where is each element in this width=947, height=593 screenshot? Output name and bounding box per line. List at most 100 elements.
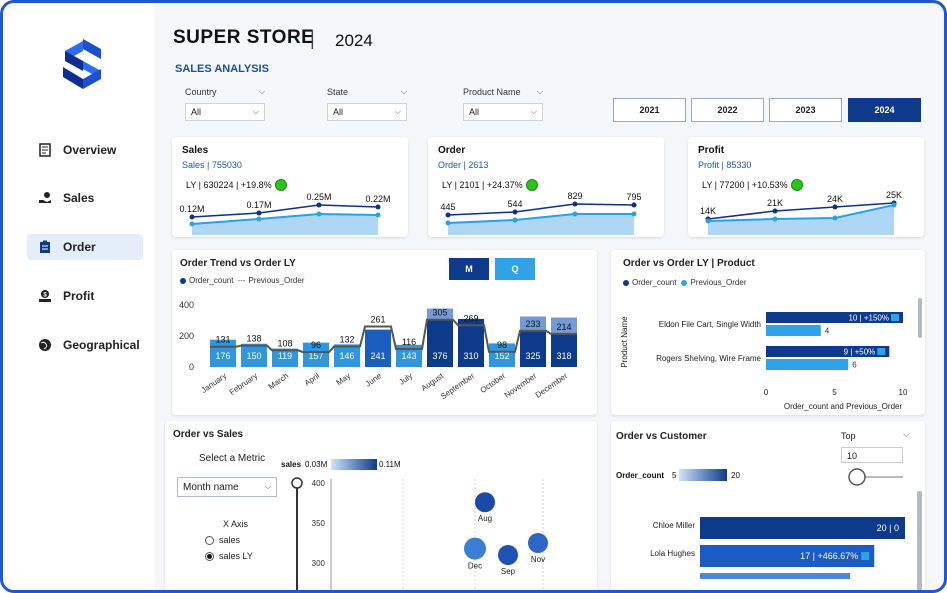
current-point xyxy=(772,208,778,214)
card-title: Order vs Order LY | Product xyxy=(623,258,755,269)
ly-point xyxy=(375,212,381,218)
sales-sparkline: 0.12M 0.17M 0.25M 0.22M xyxy=(179,192,391,235)
gradient-min-label: 0.03M xyxy=(305,460,328,469)
order-customer-card: Order vs Customer Top ⌵ 10 Order_count 5 2… xyxy=(611,421,925,590)
order-trend-chart: 0 200 400 176 131 January 150 138 February 119 108… xyxy=(179,300,577,401)
nav-label: Sales xyxy=(63,191,95,205)
ly-point xyxy=(256,216,262,222)
data-label: 14K xyxy=(700,206,716,216)
order-bar-highlight xyxy=(427,308,453,320)
gradient-title: sales xyxy=(281,460,302,469)
x-tick-label: January xyxy=(200,371,228,395)
previous-value-label: 261 xyxy=(370,315,385,325)
previous-value-label: 214 xyxy=(556,322,571,332)
chevron-down-icon[interactable]: ⌵ xyxy=(903,429,910,439)
chevron-down-icon: ⌵ xyxy=(394,107,401,116)
year-button-2021[interactable]: 2021 xyxy=(613,98,686,122)
ly-area xyxy=(708,205,894,235)
bar-value-label: 318 xyxy=(556,351,571,361)
bar-value-label: 241 xyxy=(370,351,385,361)
trend-up-icon xyxy=(877,348,886,355)
bar-value-label: 310 xyxy=(463,351,478,361)
category-label: Rogers Shelving, Wire Frame xyxy=(656,354,761,363)
category-label: Eldon File Cart, Single Width xyxy=(659,320,761,329)
customer-label: Chloe Miller xyxy=(653,521,696,530)
nav-profit[interactable]: $ Profit xyxy=(27,283,143,309)
s-logo-icon xyxy=(63,39,101,89)
x-tick-label: September xyxy=(439,371,476,401)
legend-swatch xyxy=(180,277,186,284)
y-tick-label: 400 xyxy=(179,300,194,310)
x-tick-label: December xyxy=(534,371,570,400)
year-button-2022[interactable]: 2022 xyxy=(691,98,764,122)
filter-value: All xyxy=(191,107,202,117)
current-point xyxy=(445,212,451,218)
ly-point xyxy=(891,202,897,208)
country-select[interactable]: All ⌵ xyxy=(185,103,265,121)
svg-text:$: $ xyxy=(43,293,47,299)
point-label: Aug xyxy=(478,514,492,523)
x-tick-label: 10 xyxy=(899,388,908,397)
ly-point xyxy=(189,221,195,227)
ly-line xyxy=(707,204,895,222)
top-input[interactable]: 10 xyxy=(841,447,903,463)
data-label: 544 xyxy=(507,199,522,209)
sales-gradient-bar xyxy=(331,459,377,470)
scrollbar-thumb xyxy=(918,298,922,338)
kpi-ly: LY | 630224 | +19.8% xyxy=(186,179,287,191)
bar-value-label: 176 xyxy=(215,351,230,361)
kpi-ly: LY | 77200 | +10.53% xyxy=(702,179,803,191)
order-gradient-bar xyxy=(679,469,727,481)
current-line xyxy=(707,202,895,220)
data-label: 0.25M xyxy=(306,192,331,202)
y-axis-title: Product Name xyxy=(620,316,629,368)
state-select[interactable]: All ⌵ xyxy=(327,103,407,121)
order-bar xyxy=(272,348,298,367)
bar-value-label: 157 xyxy=(308,351,323,361)
ly-area xyxy=(192,214,378,235)
bar-value-label: 20 | 0 xyxy=(877,523,899,533)
radio-sales[interactable]: sales xyxy=(205,535,253,545)
nav-order[interactable]: Order xyxy=(27,234,143,260)
order-bar-highlight xyxy=(551,317,577,334)
bar-value-label: 9 | +50% xyxy=(844,348,876,357)
chevron-down-icon[interactable]: ⌵ xyxy=(400,87,407,96)
profit-sparkline: 14K 21K 24K 25K xyxy=(700,190,902,235)
order-kpi-card: Order Order | 2613 LY | 2101 | +24.37% 4… xyxy=(428,137,664,237)
nav-geographical[interactable]: Geographical xyxy=(27,332,143,358)
sidebar: Overview Sales Order $ Profit Geographic… xyxy=(3,3,155,590)
order-customer-chart: Order_count 5 20 Chloe Miller 20 | 0 Lola Hug… xyxy=(616,468,922,590)
point-label: Sep xyxy=(501,567,516,576)
order-trend-card: Order Trend vs Order LY Order_count --- P… xyxy=(172,250,597,415)
data-label: 25K xyxy=(886,190,902,200)
year-button-2024[interactable]: 2024 xyxy=(848,98,921,122)
chevron-down-icon[interactable]: ⌵ xyxy=(258,87,265,96)
gradient-title: Order_count xyxy=(616,471,664,480)
previous-value-label: 305 xyxy=(432,308,447,318)
point-label: Dec xyxy=(468,562,482,571)
kpi-ly-text: LY | 77200 | +10.53% xyxy=(702,180,788,190)
bar-value-label: 376 xyxy=(432,351,447,361)
data-label: 0.17M xyxy=(246,200,271,210)
trend-up-icon xyxy=(891,314,899,321)
status-dot-icon xyxy=(274,179,287,191)
nav-overview[interactable]: Overview xyxy=(27,137,143,163)
status-dot-icon xyxy=(525,179,538,191)
bar-value-label: 146 xyxy=(339,351,354,361)
nav-sales[interactable]: Sales xyxy=(27,185,143,211)
metric-select[interactable]: Month name ⌵ xyxy=(177,477,277,497)
ly-point xyxy=(772,216,778,222)
previous-value-label: 131 xyxy=(215,335,230,345)
year-button-2023[interactable]: 2023 xyxy=(769,98,842,122)
chevron-down-icon[interactable]: ⌵ xyxy=(536,87,543,96)
filter-value: All xyxy=(469,107,480,117)
quarterly-toggle-button[interactable]: Q xyxy=(495,258,535,280)
previous-value-label: 269 xyxy=(463,313,478,323)
radio-sales-ly[interactable]: sales LY xyxy=(205,551,253,561)
bar-value-label: 6 xyxy=(852,361,857,370)
product-select[interactable]: All ⌵ xyxy=(463,103,543,121)
y-tick-label: 400 xyxy=(312,479,326,488)
monthly-toggle-button[interactable]: M xyxy=(449,258,489,280)
chevron-down-icon: ⌵ xyxy=(530,107,537,116)
